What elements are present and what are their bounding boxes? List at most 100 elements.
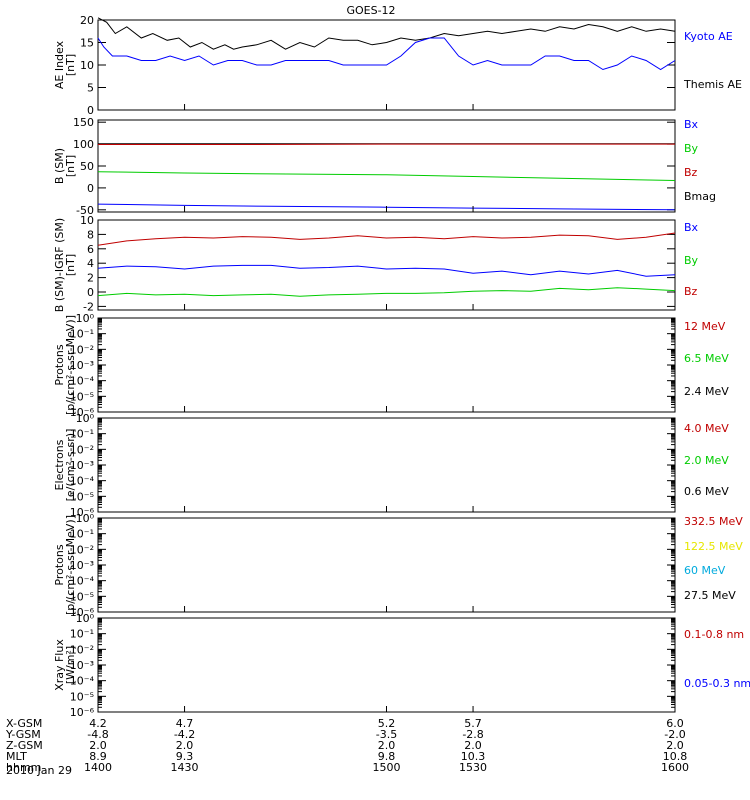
- series-line-b-2: [97, 171, 676, 181]
- legend-entry-protons2: 332.5 MeV: [684, 515, 743, 528]
- x-tick-label: 1400: [84, 761, 112, 774]
- x-tick-label: -4.2: [174, 728, 195, 741]
- y-axis-label-b: B (SM): [53, 148, 66, 184]
- y-tick-label-xray: 10⁻³: [70, 659, 94, 672]
- x-tick-label: 6.0: [666, 717, 684, 730]
- y-tick-label-b: 50: [80, 160, 94, 173]
- y-axis-unit-bdiff: [nT]: [64, 254, 77, 276]
- y-tick-label-protons1: 10⁻¹: [70, 328, 94, 341]
- panel-frame-b: [97, 119, 676, 213]
- y-tick-label-protons2: 10⁻⁴: [70, 575, 95, 588]
- y-axis-label-xray: Xray Flux: [53, 639, 66, 691]
- legend-entry-protons1: 12 MeV: [684, 320, 726, 333]
- legend-entry-protons1: 2.4 MeV: [684, 385, 729, 398]
- y-tick-label-protons1: 10⁻⁴: [70, 375, 95, 388]
- legend-entry-electrons: 2.0 MeV: [684, 454, 729, 467]
- y-tick-label-bdiff: 2: [87, 272, 94, 285]
- x-tick-label: 4.2: [89, 717, 107, 730]
- legend-entry-protons2: 27.5 MeV: [684, 589, 736, 602]
- y-tick-label-electrons: 10⁻²: [70, 443, 94, 456]
- x-tick-label: 5.7: [464, 717, 482, 730]
- y-tick-label-bdiff: 6: [87, 243, 94, 256]
- series-line-bdiff-1: [97, 264, 676, 277]
- legend-entry-xray: 0.1-0.8 nm: [684, 628, 744, 641]
- y-tick-label-bdiff: 4: [87, 257, 94, 270]
- y-tick-label-protons2: 10⁻⁵: [70, 590, 94, 603]
- page-title: GOES-12: [346, 4, 395, 17]
- y-axis-label-ae: AE Index: [53, 40, 66, 89]
- series-line-ae-0: [97, 17, 676, 50]
- legend-entry-b: Bmag: [684, 190, 716, 203]
- y-tick-label-ae: 10: [80, 59, 94, 72]
- y-tick-label-electrons: 10⁰: [76, 412, 95, 425]
- y-tick-label-ae: 15: [80, 37, 94, 50]
- panel-frame-protons1: [97, 317, 676, 413]
- y-tick-label-protons1: 10⁰: [76, 312, 95, 325]
- y-tick-label-electrons: 10⁻⁶: [70, 506, 95, 519]
- y-tick-label-xray: 10⁻²: [70, 643, 94, 656]
- y-tick-label-protons1: 10⁻⁵: [70, 390, 94, 403]
- x-tick-label: 2.0: [89, 739, 107, 752]
- x-tick-label: -2.8: [462, 728, 483, 741]
- x-tick-label: -2.0: [664, 728, 685, 741]
- legend-entry-bdiff: By: [684, 254, 699, 267]
- panel-frame-bdiff: [97, 219, 676, 311]
- x-tick-label: 9.3: [176, 750, 194, 763]
- panel-frame-protons2: [97, 517, 676, 613]
- panel-frame-electrons: [97, 417, 676, 513]
- y-axis-label-protons2: Protons: [53, 544, 66, 585]
- y-axis-unit-xray: [W/m²]: [64, 646, 77, 684]
- legend-entry-b: By: [684, 142, 699, 155]
- series-line-bdiff-0: [97, 232, 676, 246]
- y-axis-label-bdiff: B (SM)-IGRF (SM): [53, 218, 66, 312]
- y-axis-unit-protons2: [p/(cm²-s-sr-MeV)]: [64, 515, 77, 615]
- x-axis-row-label: Z-GSM: [6, 739, 43, 752]
- x-axis-row-label: X-GSM: [6, 717, 42, 730]
- x-tick-label: 2.0: [666, 739, 684, 752]
- legend-entry-b: Bz: [684, 166, 698, 179]
- y-tick-label-ae: 20: [80, 14, 94, 27]
- y-tick-label-electrons: 10⁻⁴: [70, 475, 95, 488]
- y-axis-unit-protons1: [p/(cm²-s-sr-MeV)]: [64, 315, 77, 415]
- y-axis-unit-electrons: [e/(cm²-s-sr)]: [64, 429, 77, 502]
- x-tick-label: 1530: [459, 761, 487, 774]
- date-label: 2010 Jan 29: [6, 764, 72, 777]
- y-tick-label-protons2: 10⁻⁶: [70, 606, 95, 619]
- y-tick-label-bdiff: 10: [80, 214, 94, 227]
- panel-frame-xray: [97, 617, 676, 713]
- legend-entry-ae: Themis AE: [683, 78, 742, 91]
- y-tick-label-ae: 0: [87, 104, 94, 117]
- y-axis-unit-ae: [nT]: [64, 54, 77, 76]
- legend-entry-bdiff: Bx: [684, 221, 699, 234]
- x-axis-row-label: MLT: [6, 750, 27, 763]
- y-tick-label-xray: 10⁻⁶: [70, 706, 95, 719]
- x-tick-label: 10.3: [461, 750, 486, 763]
- y-tick-label-bdiff: -2: [83, 300, 94, 313]
- x-tick-label: 4.7: [176, 717, 194, 730]
- series-line-ae-1: [97, 37, 676, 71]
- y-axis-label-electrons: Electrons: [53, 439, 66, 490]
- y-axis-label-protons1: Protons: [53, 344, 66, 385]
- y-tick-label-bdiff: 0: [87, 286, 94, 299]
- x-axis-row-label: hhmm: [6, 761, 41, 774]
- x-tick-label: 9.8: [378, 750, 396, 763]
- y-tick-label-electrons: 10⁻⁵: [70, 490, 94, 503]
- series-line-bdiff-2: [97, 287, 676, 297]
- x-tick-label: 10.8: [663, 750, 688, 763]
- y-tick-label-electrons: 10⁻¹: [70, 428, 94, 441]
- y-tick-label-b: 0: [87, 182, 94, 195]
- y-tick-label-protons2: 10⁻³: [70, 559, 94, 572]
- y-tick-label-xray: 10⁻¹: [70, 628, 94, 641]
- legend-entry-protons2: 60 MeV: [684, 564, 726, 577]
- y-tick-label-protons2: 10⁻²: [70, 543, 94, 556]
- x-axis-row-label: Y-GSM: [5, 728, 41, 741]
- y-tick-label-protons1: 10⁻³: [70, 359, 94, 372]
- x-tick-label: -4.8: [87, 728, 108, 741]
- x-tick-label: -3.5: [376, 728, 397, 741]
- x-tick-label: 2.0: [464, 739, 482, 752]
- y-tick-label-ae: 5: [87, 82, 94, 95]
- y-tick-label-bdiff: 8: [87, 228, 94, 241]
- legend-entry-ae: Kyoto AE: [684, 30, 733, 43]
- y-tick-label-electrons: 10⁻³: [70, 459, 94, 472]
- legend-entry-electrons: 0.6 MeV: [684, 485, 729, 498]
